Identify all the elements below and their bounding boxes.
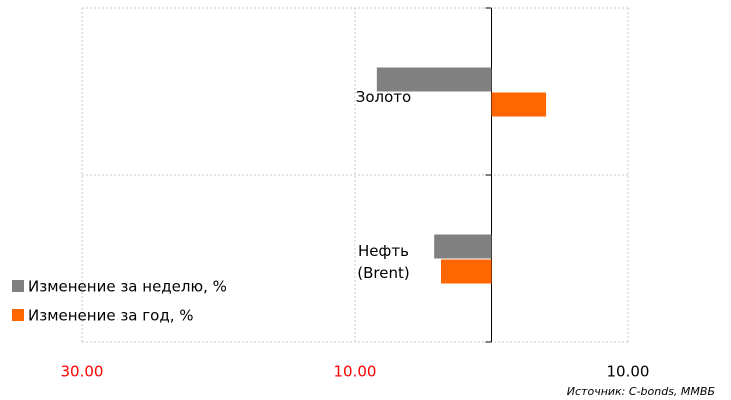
legend-swatch	[12, 280, 24, 292]
legend-swatch	[12, 309, 24, 321]
bar	[491, 92, 547, 117]
bar	[440, 259, 492, 284]
x-tick-label: 30.00	[61, 363, 104, 381]
bar	[376, 67, 492, 92]
category-label: Золото	[355, 87, 412, 106]
x-tick-label: 10.00	[607, 363, 650, 381]
category-label: Нефть (Brent)	[357, 241, 410, 282]
bar	[434, 234, 492, 259]
x-tick-label: 10.00	[334, 363, 377, 381]
legend-label: Изменение за неделю, %	[28, 278, 227, 296]
legend-label: Изменение за год, %	[28, 307, 193, 325]
source: Источник: C-bonds, ММВБ	[567, 385, 715, 398]
